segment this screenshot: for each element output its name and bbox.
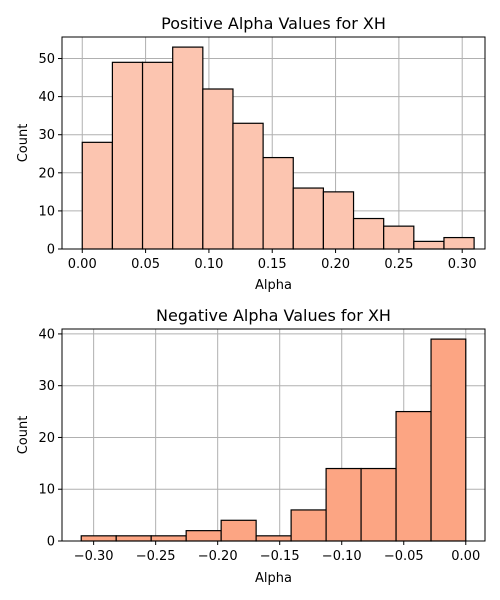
y-tick-label: 20	[38, 431, 55, 446]
x-tick-label: 0.00	[68, 257, 97, 272]
histogram-bar	[255, 535, 292, 542]
histogram-bar	[443, 236, 475, 250]
x-tick-label: −0.10	[322, 549, 362, 564]
histogram-bar	[290, 509, 327, 542]
x-tick-label: 0.10	[194, 257, 223, 272]
y-axis-label: Count	[16, 124, 31, 163]
chart-title: Positive Alpha Values for XH	[161, 14, 386, 33]
x-tick-label: 0.15	[258, 257, 287, 272]
histogram-bar	[232, 122, 264, 250]
y-tick-label: 30	[38, 379, 55, 394]
histogram-bar	[141, 61, 174, 250]
histogram-bar	[262, 156, 294, 250]
y-tick-label: 10	[38, 204, 55, 219]
histogram-bar	[81, 141, 114, 250]
chart-title: Negative Alpha Values for XH	[156, 306, 391, 325]
histogram-bar	[111, 61, 144, 250]
x-tick-label: 0.05	[131, 257, 160, 272]
x-axis-label: Alpha	[255, 571, 292, 586]
histogram-bar	[150, 535, 187, 542]
y-tick-label: 40	[38, 90, 55, 105]
histogram-bar	[80, 535, 117, 542]
y-tick-label: 0	[47, 535, 55, 550]
histogram-bar	[352, 217, 385, 250]
plot-frame	[61, 328, 486, 542]
histogram-bar	[202, 88, 234, 250]
x-tick-label: −0.30	[74, 549, 114, 564]
plot-frame	[61, 36, 486, 250]
x-tick-label: 0.30	[448, 257, 477, 272]
x-tick-label: −0.20	[198, 549, 238, 564]
histogram-bar	[395, 410, 432, 542]
histogram-bar	[292, 187, 324, 250]
y-tick-label: 50	[38, 52, 55, 67]
histogram-bar	[115, 535, 152, 542]
y-tick-label: 20	[38, 166, 55, 181]
x-tick-label: 0.00	[451, 549, 480, 564]
negative-alpha-histogram: −0.30 −0.25 −0.20 −0.15 −0.10 −0.05 0.00 0 10 20 3…	[16, 306, 486, 586]
x-axis-label: Alpha	[255, 278, 292, 293]
histogram-bar	[325, 467, 362, 542]
histogram-bar	[430, 338, 467, 542]
histogram-bar	[185, 530, 222, 542]
histogram-bar	[383, 225, 415, 250]
x-tick-label: 0.20	[321, 257, 350, 272]
y-tick-label: 40	[38, 327, 55, 342]
y-axis-label: Count	[16, 416, 31, 455]
histogram-bar	[360, 467, 397, 542]
x-tick-label: 0.25	[384, 257, 413, 272]
histogram-bar	[322, 191, 355, 250]
x-tick-label: −0.25	[136, 549, 176, 564]
x-tick-label: −0.05	[384, 549, 424, 564]
x-tick-label: −0.15	[260, 549, 300, 564]
histogram-bar	[172, 46, 204, 250]
y-tick-label: 10	[38, 483, 55, 498]
y-tick-label: 0	[47, 243, 55, 258]
positive-alpha-histogram: 0.00 0.05 0.10 0.15 0.20 0.25 0.30 0 10 20 30 40 50 P…	[16, 14, 486, 293]
histogram-bar	[413, 240, 445, 250]
histogram-bar	[220, 519, 257, 542]
y-tick-label: 30	[38, 128, 55, 143]
